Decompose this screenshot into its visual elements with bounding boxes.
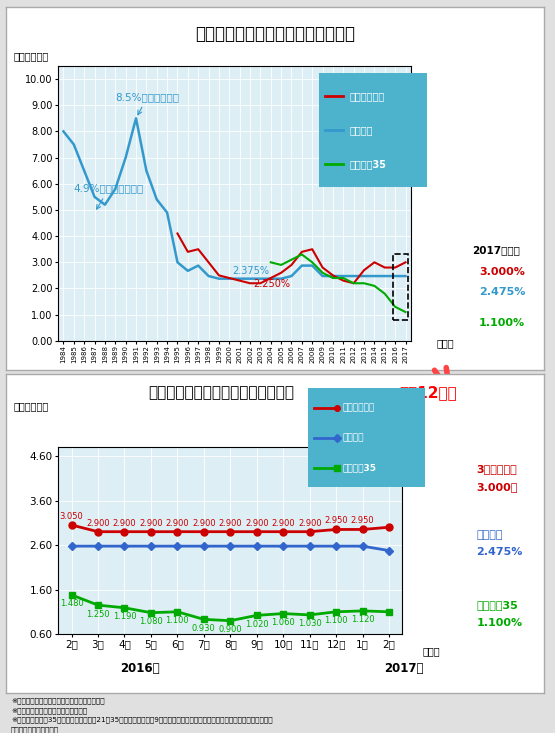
Text: 最近12ヶ月: 最近12ヶ月	[399, 385, 457, 400]
Text: 2.900: 2.900	[298, 519, 321, 528]
Text: （年率・％）: （年率・％）	[14, 401, 49, 411]
Text: 1.030: 1.030	[298, 619, 321, 628]
Text: 3.000%: 3.000%	[479, 268, 525, 277]
Text: （年率・％）: （年率・％）	[14, 51, 49, 61]
Text: ３年固定金利: ３年固定金利	[350, 91, 385, 101]
Text: ※主要都市銀行における金利を掲載。: ※主要都市銀行における金利を掲載。	[11, 707, 87, 714]
Text: 1.100%: 1.100%	[477, 617, 523, 627]
Text: 0.900: 0.900	[219, 625, 242, 634]
Text: ３年固定金利: ３年固定金利	[343, 404, 375, 413]
Text: （年）: （年）	[436, 339, 454, 348]
Text: 1.120: 1.120	[351, 616, 375, 625]
Text: 1.190: 1.190	[113, 612, 137, 622]
Text: 4.9%（昭和６２年）: 4.9%（昭和６２年）	[74, 184, 144, 209]
Text: 0.930: 0.930	[192, 624, 216, 633]
Text: 2.900: 2.900	[219, 519, 242, 528]
Text: 2017年２月: 2017年２月	[472, 245, 519, 255]
Text: ※最新のフラット35の金利は、返済期間21～35年タイプ（融資率9割以下）の金利の内、取り扱い金融機関が提供する金利で: ※最新のフラット35の金利は、返済期間21～35年タイプ（融資率9割以下）の金利…	[11, 717, 273, 723]
Text: 2.950: 2.950	[324, 517, 348, 526]
Text: 8.5%（平成３年）: 8.5%（平成３年）	[115, 92, 179, 115]
Text: フラット35: フラット35	[343, 463, 377, 472]
Text: 2.475%: 2.475%	[478, 287, 525, 297]
Text: 2.900: 2.900	[165, 519, 189, 528]
Text: 2.900: 2.900	[139, 519, 163, 528]
Text: 2016年: 2016年	[120, 663, 160, 675]
Text: フラット35: フラット35	[477, 600, 518, 610]
Text: 変動金利: 変動金利	[477, 530, 503, 539]
Text: （年）: （年）	[423, 646, 441, 656]
Text: 民間金融機関の住宅ローン金利推移: 民間金融機関の住宅ローン金利推移	[195, 26, 355, 43]
Text: 2.475%: 2.475%	[477, 548, 523, 557]
Text: フラット35: フラット35	[350, 159, 386, 169]
Text: 1.480: 1.480	[59, 600, 83, 608]
Text: 2.900: 2.900	[113, 519, 137, 528]
Text: 3年固定金利: 3年固定金利	[477, 465, 517, 474]
Text: ※住宅金融支援機構公表のデータを元に編集。: ※住宅金融支援機構公表のデータを元に編集。	[11, 698, 105, 704]
Text: 1.020: 1.020	[245, 620, 269, 629]
Text: 変動金利: 変動金利	[343, 433, 365, 443]
Text: 2.250%: 2.250%	[253, 279, 290, 290]
Text: 1.080: 1.080	[139, 617, 163, 626]
Text: 1.250: 1.250	[86, 610, 110, 619]
Text: 2.900: 2.900	[245, 519, 269, 528]
Text: 3.000％: 3.000％	[477, 482, 518, 492]
Text: 2.900: 2.900	[192, 519, 216, 528]
Text: 2017年: 2017年	[384, 663, 423, 675]
Text: 1.100: 1.100	[165, 616, 189, 625]
Bar	[393, 254, 408, 320]
Text: 2.900: 2.900	[271, 519, 295, 528]
Text: 2.950: 2.950	[351, 517, 375, 526]
Text: 最も多いものを表示。: 最も多いものを表示。	[11, 726, 59, 733]
Text: 1.060: 1.060	[271, 618, 295, 627]
Text: 2.900: 2.900	[86, 519, 110, 528]
Text: 民間金融機関の住宅ローン金利推移: 民間金融機関の住宅ローン金利推移	[148, 385, 294, 400]
Text: 3.050: 3.050	[59, 512, 83, 521]
Text: 2.375%: 2.375%	[233, 266, 269, 276]
Text: 変動金利: 変動金利	[350, 125, 373, 135]
Text: 1.100%: 1.100%	[479, 318, 525, 328]
Text: 1.100: 1.100	[324, 616, 348, 625]
